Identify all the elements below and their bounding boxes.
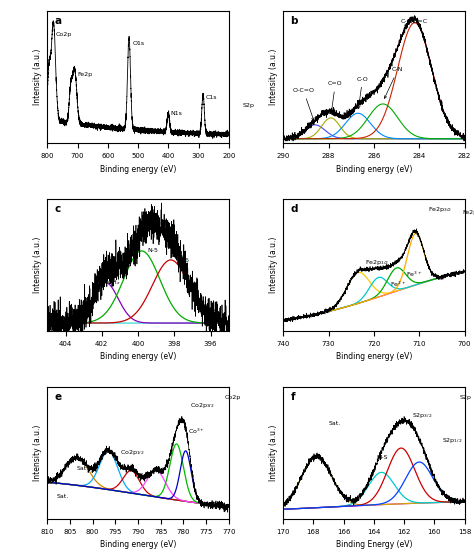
Text: Fe2p: Fe2p xyxy=(462,210,474,215)
Text: a: a xyxy=(55,16,62,26)
Y-axis label: Intensity (a.u.): Intensity (a.u.) xyxy=(33,49,42,105)
Y-axis label: Intensity (a.u.): Intensity (a.u.) xyxy=(269,425,278,481)
Text: Co2p: Co2p xyxy=(56,32,72,37)
Text: Co2p: Co2p xyxy=(224,395,240,400)
Text: O-C=O: O-C=O xyxy=(292,88,315,121)
Text: Sat.: Sat. xyxy=(328,421,341,426)
Text: C-O: C-O xyxy=(356,77,368,109)
Text: Fe$^{2+}$: Fe$^{2+}$ xyxy=(390,280,406,289)
X-axis label: Binding Energy (eV): Binding Energy (eV) xyxy=(336,540,412,549)
Text: b: b xyxy=(291,16,298,26)
Y-axis label: Intensity (a.u.): Intensity (a.u.) xyxy=(33,425,42,481)
Text: S2p: S2p xyxy=(242,103,254,108)
Text: N1s: N1s xyxy=(171,110,182,116)
Text: N-5: N-5 xyxy=(147,248,158,253)
Y-axis label: Intensity (a.u.): Intensity (a.u.) xyxy=(269,237,278,294)
X-axis label: Binding energy (eV): Binding energy (eV) xyxy=(100,165,176,174)
Text: S2p: S2p xyxy=(460,395,472,400)
Text: S2p$_{3/2}$: S2p$_{3/2}$ xyxy=(411,411,432,420)
Text: Sat.: Sat. xyxy=(56,494,69,499)
Text: C-N: C-N xyxy=(384,68,403,98)
Text: O1s: O1s xyxy=(133,41,145,46)
X-axis label: Binding energy (eV): Binding energy (eV) xyxy=(100,353,176,362)
Text: C=O: C=O xyxy=(328,81,343,113)
Text: N-6: N-6 xyxy=(178,258,189,263)
Text: c: c xyxy=(55,204,61,214)
Y-axis label: Intensity (a.u.): Intensity (a.u.) xyxy=(269,49,278,105)
Text: Fe2p$_{3/2}$: Fe2p$_{3/2}$ xyxy=(428,205,452,214)
Text: M-S: M-S xyxy=(377,455,388,460)
Text: Co2p$_{1/2}$: Co2p$_{1/2}$ xyxy=(120,449,145,457)
Text: Fe2p: Fe2p xyxy=(78,72,93,77)
Text: Co$^{2+}$: Co$^{2+}$ xyxy=(138,471,155,480)
Text: C-C/C=C: C-C/C=C xyxy=(401,19,428,24)
X-axis label: Binding energy (eV): Binding energy (eV) xyxy=(336,165,412,174)
Text: S2p$_{1/2}$: S2p$_{1/2}$ xyxy=(442,437,462,445)
Text: Fe$^{3+}$: Fe$^{3+}$ xyxy=(406,270,422,279)
Text: Co2p$_{3/2}$: Co2p$_{3/2}$ xyxy=(190,401,215,410)
Text: d: d xyxy=(291,204,298,214)
Text: C1s: C1s xyxy=(206,95,217,100)
X-axis label: Binding energy (eV): Binding energy (eV) xyxy=(336,353,412,362)
Text: Fe2p$_{1/2}$: Fe2p$_{1/2}$ xyxy=(365,258,389,267)
X-axis label: Binding energy (eV): Binding energy (eV) xyxy=(100,540,176,549)
Text: N-H$_x$: N-H$_x$ xyxy=(105,278,122,287)
Y-axis label: Intensity (a.u.): Intensity (a.u.) xyxy=(33,237,42,294)
Text: Sat.: Sat. xyxy=(77,466,89,471)
Text: e: e xyxy=(55,392,62,402)
Text: Co$^{3+}$: Co$^{3+}$ xyxy=(188,427,205,436)
Text: f: f xyxy=(291,392,295,402)
